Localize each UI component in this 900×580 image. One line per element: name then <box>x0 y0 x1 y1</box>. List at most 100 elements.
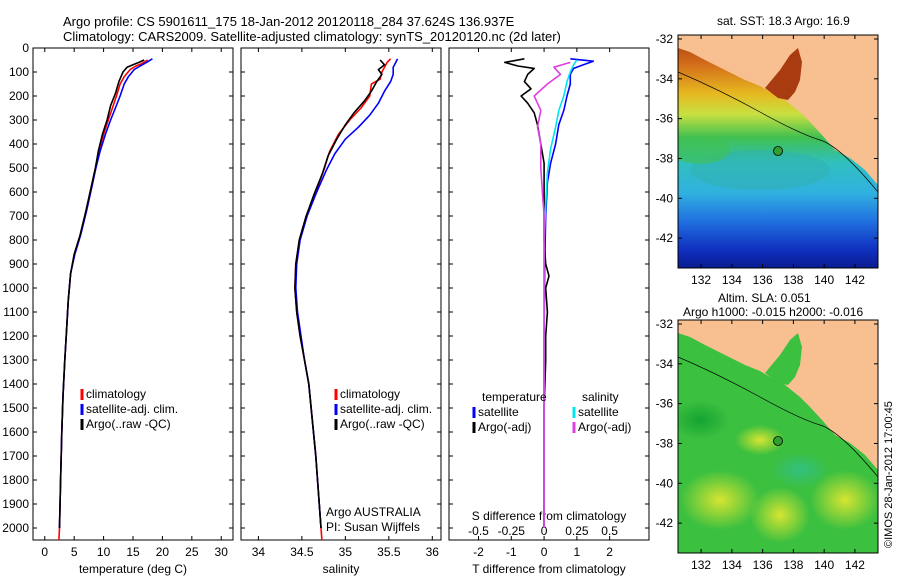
map-x-tick-label: 136 <box>753 558 773 572</box>
y-tick-label: 0 <box>22 41 29 55</box>
x-tick-label: 10 <box>97 545 111 559</box>
legend-label: Argo(-adj) <box>578 420 631 434</box>
map-y-tick-label: -42 <box>656 516 674 530</box>
series-line-salinity-satellite <box>543 59 578 528</box>
series-line-temperature-satellite <box>543 58 595 528</box>
x-axis-label: salinity <box>323 562 360 576</box>
map-x-tick-label: 140 <box>814 558 834 572</box>
y-tick-label: 900 <box>9 257 29 271</box>
legend-label: satellite-adj. clim. <box>340 402 432 416</box>
sst-map-title: sat. SST: 18.3 Argo: 16.9 <box>717 14 850 28</box>
y-tick-label: 1500 <box>2 401 29 415</box>
top-tick-label: 0.5 <box>601 524 618 538</box>
map-x-tick-label: 142 <box>845 273 865 287</box>
map-y-tick-label: -40 <box>656 191 674 205</box>
sla_map-axes: 132 134 136 138 140 142 -32 -34 -36 -38 -40 -42 <box>656 317 878 572</box>
legend-label: climatology <box>340 387 400 401</box>
map-y-tick-label: -36 <box>656 397 674 411</box>
map-y-tick-label: -40 <box>656 476 674 490</box>
series-line-argo-raw-qc- <box>58 59 145 529</box>
annotation-text: PI: Susan Wijffels <box>326 520 420 534</box>
sla-map-title: Altim. SLA: 0.051 <box>718 291 811 305</box>
y-tick-label: 500 <box>9 161 29 175</box>
top-tick-label: -0.25 <box>498 524 526 538</box>
y-tick-label: 800 <box>9 233 29 247</box>
imos-watermark: ©IMOS 28-Jan-2012 17:00:45 <box>883 401 895 548</box>
top-axis-label: S difference from climatology <box>472 509 627 523</box>
map-x-tick-label: 134 <box>722 558 742 572</box>
sla-patch <box>735 425 785 455</box>
y-tick-label: 1300 <box>2 353 29 367</box>
sst-map-frame <box>677 34 879 269</box>
y-tick-label: 700 <box>9 209 29 223</box>
y-tick-label: 1100 <box>3 305 29 319</box>
series-group <box>294 58 399 540</box>
legend-label: satellite <box>478 405 519 419</box>
y-tick-label: 600 <box>9 185 29 199</box>
legend-label: Argo(..raw -QC) <box>86 417 171 431</box>
legend-heading: salinity <box>582 390 619 404</box>
y-tick-label: 200 <box>9 89 29 103</box>
y-tick-label: 1400 <box>2 377 29 391</box>
series-group <box>503 58 595 528</box>
y-tick-label: 1900 <box>2 497 29 511</box>
sla-patch <box>680 470 760 530</box>
panel-frame <box>32 47 234 541</box>
legend-label: satellite <box>578 405 619 419</box>
y-tick-label: 1000 <box>2 281 29 295</box>
x-tick-label: 34.5 <box>290 545 314 559</box>
difference-panel: -2 -1 0 1 2 T difference from climatology S di… <box>448 47 650 576</box>
map-x-tick-label: 132 <box>691 273 711 287</box>
sla-map <box>678 320 878 553</box>
legend-heading: temperature <box>482 390 547 404</box>
series-line-salinity-argo-adj- <box>533 61 571 528</box>
sla-map-subtitle: Argo h1000: -0.015 h2000: -0.016 <box>683 305 864 319</box>
sla-gulf <box>765 333 802 385</box>
y-tick-label: 1700 <box>2 449 29 463</box>
sla-argo-marker <box>773 436 783 446</box>
x-tick-label: 15 <box>126 545 140 559</box>
legend-label: Argo(..raw -QC) <box>340 417 425 431</box>
x-tick-label: 34 <box>252 545 266 559</box>
sst-patch <box>678 136 730 164</box>
profile-panels: 0100200300400500600700800900100011001200… <box>2 41 650 576</box>
map-y-tick-label: -38 <box>656 436 674 450</box>
map-x-tick-label: 140 <box>814 273 834 287</box>
sst-map <box>678 35 878 268</box>
map-y-tick-label: -38 <box>656 151 674 165</box>
x-tick-label: 30 <box>215 545 229 559</box>
x-tick-label: 2 <box>606 545 613 559</box>
map-x-tick-label: 134 <box>722 273 742 287</box>
sst-argo-marker <box>773 146 783 156</box>
panel-frame <box>240 47 442 541</box>
y-tick-label: 400 <box>9 137 29 151</box>
sla-map-frame <box>677 319 879 554</box>
map-y-tick-label: -34 <box>656 357 674 371</box>
sst-gulf <box>765 48 802 100</box>
legend-label: climatology <box>86 387 146 401</box>
map-y-tick-label: -36 <box>656 112 674 126</box>
map-y-tick-label: -32 <box>656 32 674 46</box>
sst-shelf-contour <box>678 71 878 193</box>
y-tick-label: 2000 <box>2 521 29 535</box>
sla-patch <box>678 400 730 440</box>
map-y-tick-label: -32 <box>656 317 674 331</box>
x-tick-label: 35 <box>339 545 353 559</box>
x-tick-label: 36 <box>426 545 440 559</box>
x-tick-label: 25 <box>185 545 199 559</box>
map-x-tick-label: 142 <box>845 558 865 572</box>
sla-land <box>678 320 878 470</box>
map-y-tick-label: -34 <box>656 72 674 86</box>
x-tick-label: 35.5 <box>377 545 401 559</box>
sst_map-axes: 132 134 136 138 140 142 -32 -34 -36 -38 -40 -42 <box>656 32 878 287</box>
sla-patch <box>810 470 878 530</box>
sla-shelf-contour <box>678 356 878 478</box>
top-tick-label: -0.5 <box>468 524 489 538</box>
legend-label: Argo(-adj) <box>478 420 531 434</box>
sst-land <box>678 35 878 185</box>
series-line-argo-raw-qc- <box>294 59 386 529</box>
sst-patch <box>690 150 830 190</box>
temperature-panel: 0100200300400500600700800900100011001200… <box>2 41 234 576</box>
